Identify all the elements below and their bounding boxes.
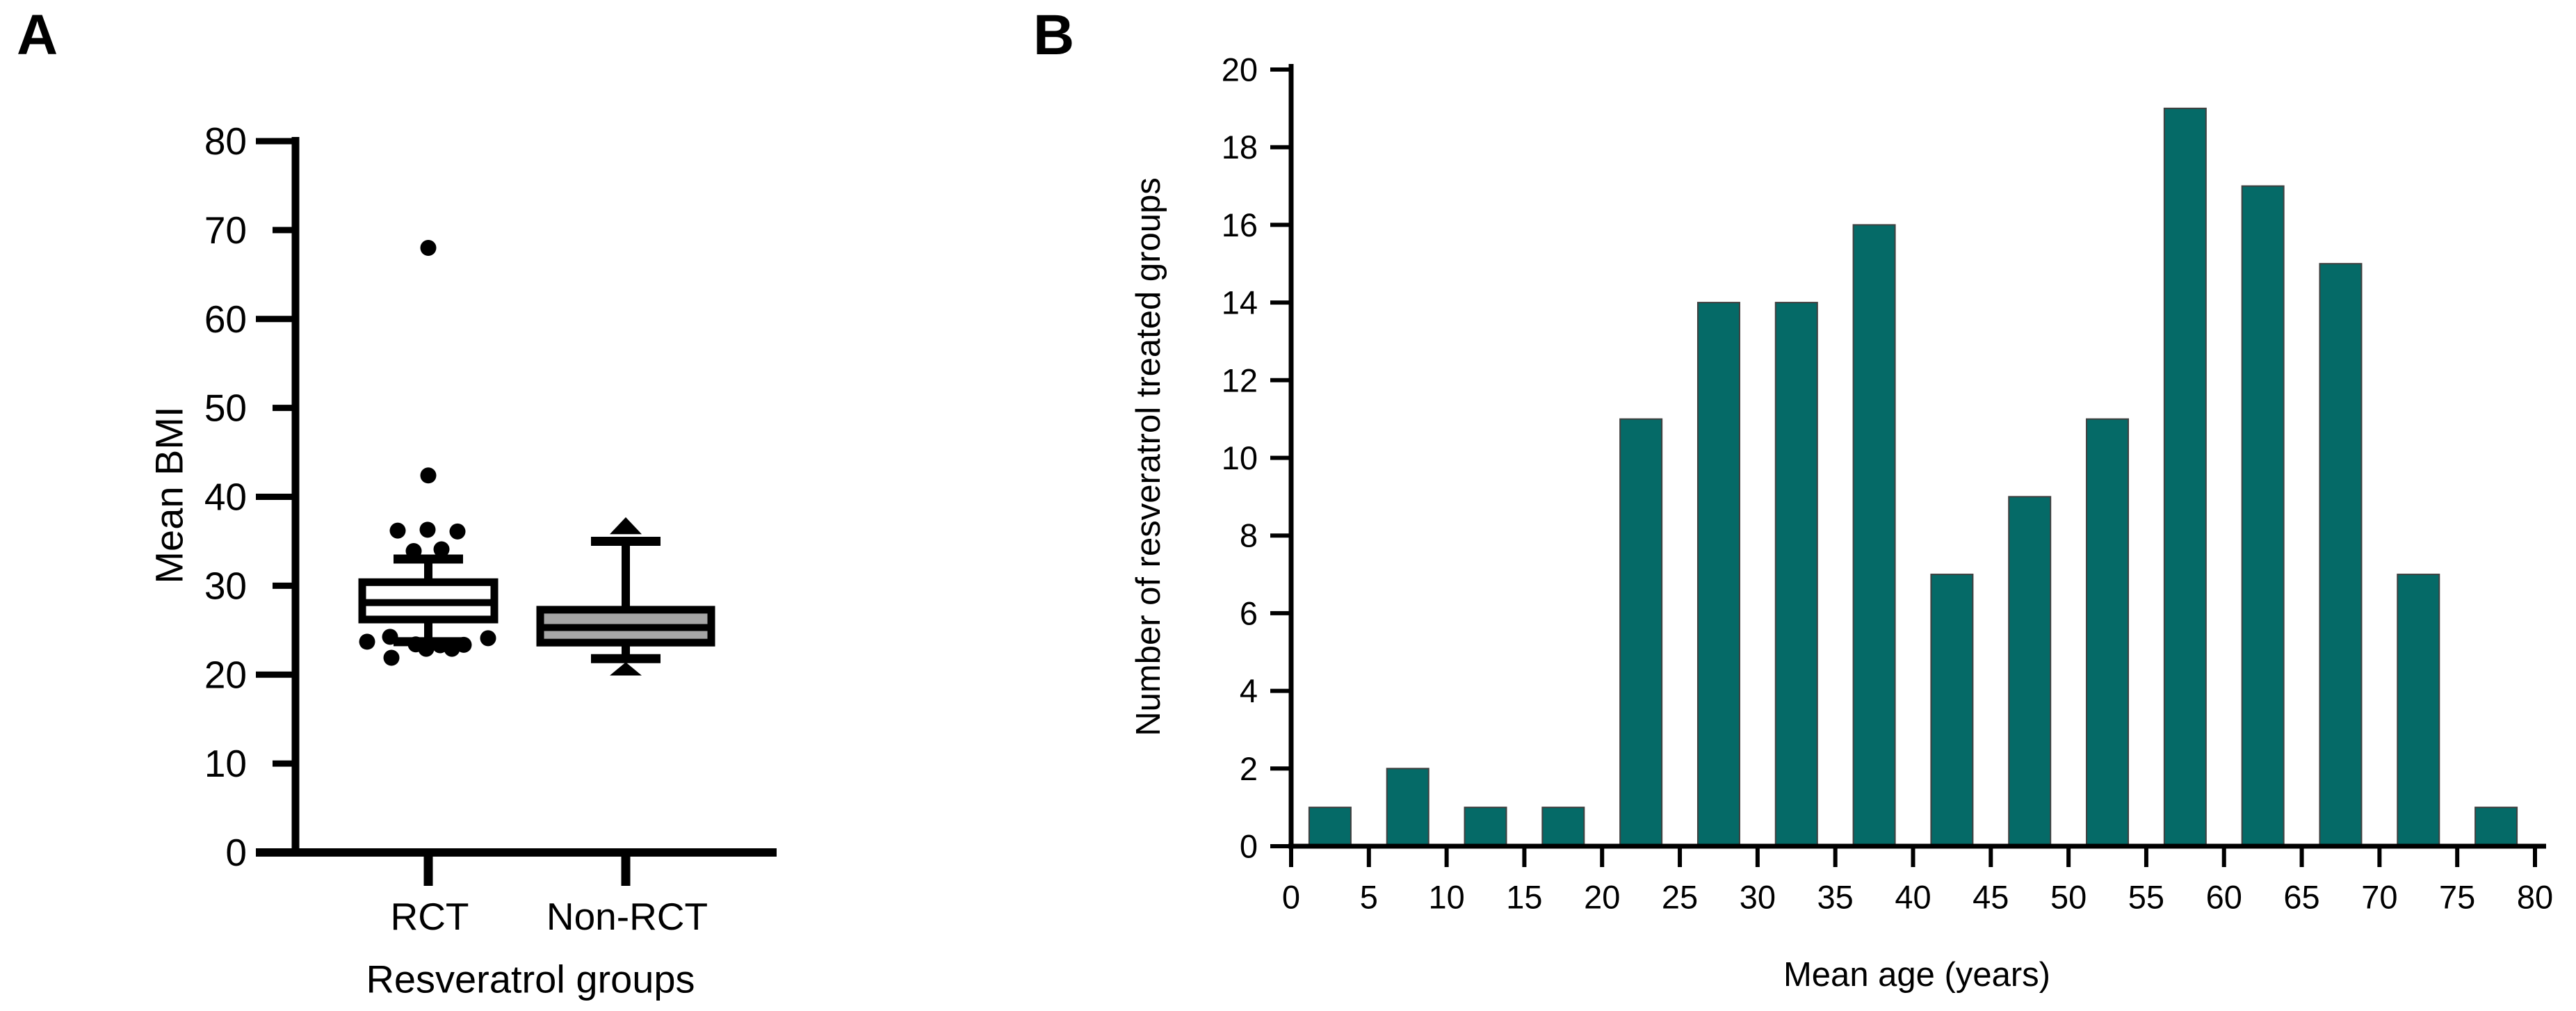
rct-outlier-dot-3: [405, 543, 422, 560]
panel-a-y-tick-label-30: 30: [204, 564, 247, 607]
panel-b-y-tick-label-4: 4: [1240, 672, 1258, 709]
panel-b-x-tick-label-40: 40: [1895, 879, 1931, 916]
panel-b-x-tick-label-80: 80: [2517, 879, 2553, 916]
panel-b-x-tick-label-75: 75: [2439, 879, 2475, 916]
panel-b-bar-0-5: [1308, 807, 1352, 848]
rct-outlier-dot-6: [420, 239, 437, 256]
panel-b-y-tick-label-18: 18: [1222, 129, 1258, 165]
panel-a-category-label-Non-RCT: Non-RCT: [546, 895, 708, 938]
panel-b-bar-55-60: [2163, 107, 2207, 848]
panel-b-y-tick-label-8: 8: [1240, 517, 1258, 554]
panel-b-bar-50-55: [2086, 418, 2130, 847]
panel-b-x-tick-label-60: 60: [2206, 879, 2242, 916]
rct-outlier-dot-2: [449, 523, 466, 540]
rct-outlier-dot-1: [419, 521, 436, 538]
panel-b-x-tick-label-35: 35: [1817, 879, 1854, 916]
panel-a-y-tick-label-40: 40: [204, 476, 247, 519]
panel-b-bar-20-25: [1619, 418, 1663, 847]
panel-b-y-tick-label-14: 14: [1222, 284, 1258, 321]
panel-a-y-axis-title: Mean BMI: [147, 406, 191, 584]
rct-outlier-dot-0: [389, 522, 406, 539]
panel-b-x-tick-label-0: 0: [1282, 879, 1300, 916]
panel-a-y-tick-label-20: 20: [204, 653, 247, 696]
panel-a-category-label-RCT: RCT: [390, 895, 469, 938]
panel-b-bar-75-80: [2474, 807, 2518, 848]
panel-b-x-tick-label-25: 25: [1662, 879, 1698, 916]
panel-b-x-tick-label-15: 15: [1506, 879, 1542, 916]
panel-a-y-tick-label-10: 10: [204, 742, 247, 785]
panel-a-y-tick-label-0: 0: [225, 831, 247, 874]
rct-outlier-dot-11: [418, 640, 435, 657]
rct-outlier-dot-14: [455, 636, 472, 653]
rct-outlier-dot-15: [480, 630, 496, 647]
panel-b-bar-70-75: [2397, 574, 2440, 847]
panel-b-x-axis-title: Mean age (years): [1783, 956, 2051, 994]
panel-b-bar-65-70: [2319, 263, 2363, 847]
panel-b-y-tick-label-10: 10: [1222, 439, 1258, 476]
panel-b-bar-60-65: [2241, 185, 2285, 847]
panel-b-x-tick-label-70: 70: [2361, 879, 2397, 916]
panel-b-x-tick-label-55: 55: [2128, 879, 2164, 916]
panel-a-x-axis-title: Resveratrol groups: [366, 957, 695, 1001]
panel-b-y-tick-label-20: 20: [1222, 51, 1258, 88]
panel-b-y-axis-title: Number of resveratrol treated groups: [1130, 177, 1167, 736]
panel-a-letter: A: [17, 3, 58, 67]
panel-b-y-tick-label-12: 12: [1222, 362, 1258, 398]
panel-b-y-tick-label-2: 2: [1240, 750, 1258, 787]
panel-b-bar-45-50: [2008, 496, 2052, 847]
rct-outlier-dot-4: [433, 541, 450, 558]
panel-b-bar-35-40: [1852, 224, 1896, 847]
nonrct-max-marker: [610, 517, 642, 535]
rct-outlier-dot-7: [359, 633, 375, 650]
panel-b-x-tick-label-20: 20: [1584, 879, 1620, 916]
rct-outlier-dot-9: [383, 649, 400, 666]
panel-b-x-tick-label-50: 50: [2050, 879, 2087, 916]
panel-b-bar-40-45: [1930, 574, 1974, 847]
panel-b-x-tick-label-10: 10: [1428, 879, 1464, 916]
panel-b-x-tick-label-65: 65: [2283, 879, 2319, 916]
panel-b-y-tick-label-0: 0: [1240, 828, 1258, 865]
panel-b-letter: B: [1033, 3, 1075, 67]
panel-b-x-tick-label-45: 45: [1972, 879, 2009, 916]
panel-a-y-tick-label-50: 50: [204, 387, 247, 430]
panel-b-y-tick-label-6: 6: [1240, 595, 1258, 631]
rct-outlier-dot-8: [382, 629, 398, 645]
panel-a-y-tick-label-70: 70: [204, 209, 247, 252]
panel-b-bar-30-35: [1774, 302, 1818, 848]
panel-b-bar-5-10: [1386, 768, 1429, 848]
panel-b-bar-15-20: [1541, 807, 1585, 848]
panel-b-bar-10-15: [1464, 807, 1507, 848]
nonrct-min-marker: [610, 662, 642, 676]
panel-b-x-tick-label-30: 30: [1740, 879, 1776, 916]
panel-b-bar-25-30: [1696, 302, 1740, 848]
panel-b-y-tick-label-16: 16: [1222, 207, 1258, 243]
panel-b-x-tick-label-5: 5: [1360, 879, 1378, 916]
panel-a-y-tick-label-60: 60: [204, 298, 247, 341]
panel-a-y-tick-label-80: 80: [204, 120, 247, 163]
rct-outlier-dot-5: [420, 467, 437, 484]
